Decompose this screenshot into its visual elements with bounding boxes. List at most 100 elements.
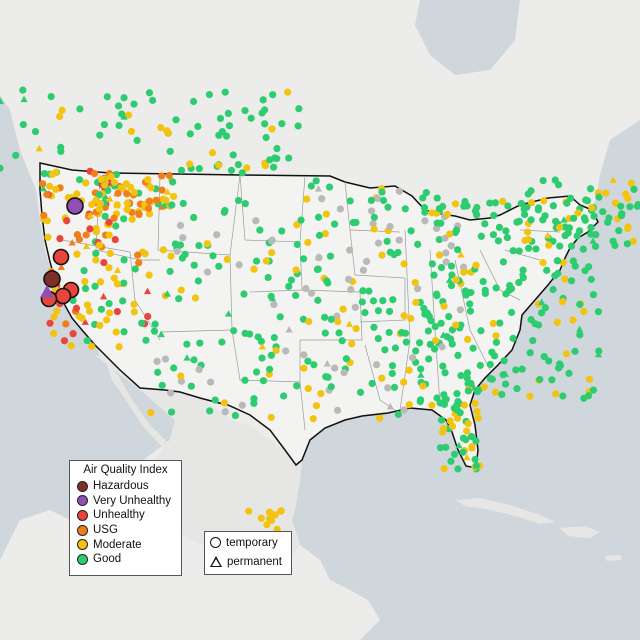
temporary-sensor-marker (130, 100, 138, 108)
temporary-sensor-marker (120, 328, 128, 336)
permanent-sensor-marker (86, 211, 95, 219)
permanent-sensor-marker (386, 403, 394, 410)
temporary-sensor-marker (367, 196, 375, 204)
temporary-sensor-marker (48, 170, 56, 178)
temporary-sensor-marker (370, 323, 378, 331)
temporary-sensor-marker (173, 247, 181, 255)
temporary-sensor-marker (88, 342, 96, 350)
temporary-sensor-marker (464, 335, 472, 344)
temporary-sensor-marker (435, 251, 444, 259)
temporary-sensor-marker (105, 231, 113, 239)
temporary-sensor-marker (190, 213, 198, 222)
temporary-sensor-marker (222, 132, 231, 140)
temporary-sensor-marker (265, 508, 274, 516)
temporary-sensor-marker (241, 106, 249, 115)
temporary-sensor-marker (407, 227, 415, 235)
temporary-sensor-marker (395, 236, 403, 244)
temporary-sensor-marker (53, 307, 61, 315)
temporary-sensor-marker (579, 245, 587, 253)
temporary-sensor-marker (130, 188, 138, 197)
temporary-sensor-marker (297, 216, 305, 224)
temporary-sensor-marker (576, 331, 584, 339)
temporary-sensor-marker (110, 274, 118, 282)
temporary-sensor-marker (105, 299, 113, 308)
temporary-sensor-marker (321, 313, 329, 321)
temporary-sensor-marker (571, 347, 579, 355)
temporary-sensor-marker (120, 279, 128, 287)
temporary-sensor-marker (595, 347, 603, 355)
temporary-sensor-marker (131, 265, 139, 273)
temporary-sensor-marker (378, 188, 386, 196)
temporary-sensor-marker (411, 278, 419, 287)
temporary-sensor-marker (618, 210, 626, 218)
temporary-sensor-marker (388, 362, 397, 370)
temporary-sensor-marker (238, 401, 246, 409)
temporary-sensor-marker (62, 320, 70, 328)
temporary-sensor-marker (91, 282, 99, 290)
permanent-sensor-marker (576, 325, 584, 333)
temporary-sensor-marker (492, 332, 500, 340)
temporary-sensor-marker (368, 379, 376, 388)
temporary-sensor-marker (486, 199, 494, 207)
temporary-sensor-marker (342, 355, 350, 363)
temporary-sensor-marker (60, 337, 69, 345)
temporary-sensor-marker (50, 313, 58, 321)
unhealthy-swatch (77, 509, 88, 521)
temporary-sensor-marker (503, 233, 511, 242)
temporary-sensor-marker (591, 242, 600, 251)
legend-label: permanent (227, 555, 282, 568)
temporary-sensor-marker (540, 352, 548, 361)
temporary-sensor-marker (398, 328, 406, 337)
temporary-sensor-marker (624, 224, 632, 233)
temporary-sensor-marker (368, 207, 376, 215)
temporary-sensor-marker (359, 266, 368, 274)
temporary-sensor-marker (159, 195, 167, 203)
temporary-sensor-marker (442, 258, 450, 266)
unhealthy-sensor-marker (52, 248, 70, 266)
temporary-sensor-marker (305, 317, 313, 326)
temporary-sensor-marker (167, 389, 175, 397)
temporary-sensor-marker (476, 361, 484, 370)
hudson-bay (415, 0, 520, 75)
permanent-sensor-marker (106, 195, 114, 202)
temporary-sensor-marker (304, 357, 312, 365)
temporary-sensor-marker (481, 289, 489, 298)
temporary-sensor-marker (177, 372, 185, 380)
temporary-sensor-marker (524, 235, 532, 244)
temporary-sensor-marker (0, 164, 4, 172)
temporary-sensor-marker (265, 365, 274, 373)
temporary-sensor-marker (120, 256, 128, 264)
temporary-sensor-marker (488, 375, 496, 383)
permanent-sensor-marker (114, 266, 122, 273)
temporary-sensor-marker (314, 265, 322, 273)
temporary-sensor-marker (346, 246, 354, 254)
temporary-sensor-marker (221, 408, 229, 416)
temporary-sensor-marker (512, 366, 520, 374)
temporary-sensor-marker (149, 96, 157, 104)
temporary-sensor-marker (113, 307, 121, 316)
temporary-sensor-marker (40, 211, 48, 220)
temporary-sensor-marker (505, 286, 513, 295)
temporary-sensor-marker (81, 277, 89, 286)
temporary-sensor-marker (595, 193, 603, 201)
temporary-sensor-marker (374, 194, 382, 203)
temporary-sensor-marker (602, 189, 610, 197)
temporary-sensor-marker (515, 278, 523, 287)
temporary-sensor-marker (167, 408, 176, 416)
temporary-sensor-marker (145, 89, 154, 97)
temporary-sensor-marker (269, 91, 277, 99)
temporary-sensor-marker (609, 237, 617, 245)
temporary-sensor-marker (144, 204, 153, 212)
temporary-sensor-marker (47, 93, 55, 101)
temporary-sensor-marker (314, 213, 323, 221)
temporary-sensor-marker (447, 242, 455, 250)
temporary-sensor-marker (85, 307, 94, 315)
temporary-sensor-marker (90, 170, 99, 178)
legend-item-usg: USG (70, 523, 181, 538)
temporary-sensor-marker (534, 321, 543, 329)
temporary-sensor-marker (321, 329, 329, 337)
temporary-sensor-marker (252, 217, 260, 225)
temporary-sensor-marker (425, 312, 433, 321)
very-unhealthy-sensor-marker (66, 197, 84, 215)
temporary-sensor-marker (303, 195, 311, 203)
